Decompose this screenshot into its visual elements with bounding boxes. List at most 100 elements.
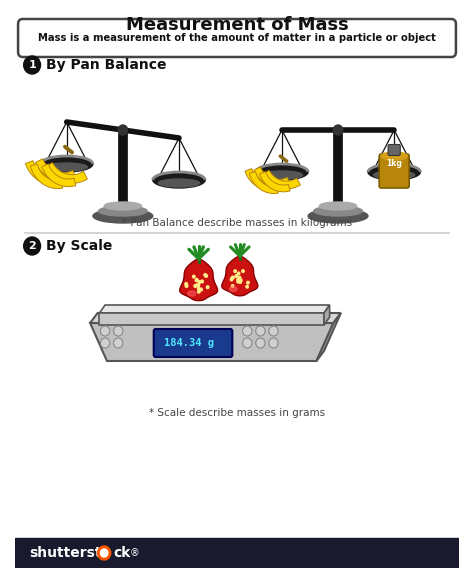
Circle shape xyxy=(197,287,200,290)
Circle shape xyxy=(231,285,234,287)
Ellipse shape xyxy=(255,164,308,180)
Circle shape xyxy=(269,326,278,336)
Circle shape xyxy=(113,338,123,348)
FancyBboxPatch shape xyxy=(388,144,400,156)
Circle shape xyxy=(113,326,123,336)
Circle shape xyxy=(238,276,241,279)
Ellipse shape xyxy=(104,202,142,210)
Polygon shape xyxy=(30,164,63,189)
Text: ck: ck xyxy=(113,546,131,560)
Ellipse shape xyxy=(261,171,302,179)
Circle shape xyxy=(100,338,110,348)
FancyBboxPatch shape xyxy=(154,329,232,357)
Circle shape xyxy=(185,285,188,287)
Text: Measurement of Mass: Measurement of Mass xyxy=(126,16,348,34)
Circle shape xyxy=(24,237,40,255)
Circle shape xyxy=(194,285,197,287)
Circle shape xyxy=(118,125,128,135)
Text: 1: 1 xyxy=(28,60,36,70)
Circle shape xyxy=(234,270,237,273)
Text: ®: ® xyxy=(129,548,139,558)
Circle shape xyxy=(237,272,240,275)
Circle shape xyxy=(242,270,244,273)
Circle shape xyxy=(195,279,198,282)
Polygon shape xyxy=(263,170,301,189)
Text: 184.34 g: 184.34 g xyxy=(164,338,214,348)
Ellipse shape xyxy=(46,163,87,171)
Circle shape xyxy=(255,326,265,336)
Ellipse shape xyxy=(99,206,147,216)
Polygon shape xyxy=(90,323,333,361)
Circle shape xyxy=(239,281,241,283)
Text: * Pan Balance describe masses in kilograms: * Pan Balance describe masses in kilogra… xyxy=(122,218,352,228)
Polygon shape xyxy=(317,313,341,361)
Circle shape xyxy=(201,280,203,283)
Polygon shape xyxy=(90,313,341,323)
Text: shutterst: shutterst xyxy=(29,546,102,560)
Circle shape xyxy=(247,281,249,284)
Circle shape xyxy=(100,549,108,557)
Text: 2: 2 xyxy=(28,241,36,251)
Polygon shape xyxy=(254,167,290,187)
Circle shape xyxy=(235,275,237,277)
Polygon shape xyxy=(260,172,290,192)
Polygon shape xyxy=(100,305,329,313)
Circle shape xyxy=(185,283,187,285)
Text: 1kg: 1kg xyxy=(386,158,402,168)
Ellipse shape xyxy=(93,209,153,223)
Circle shape xyxy=(100,326,110,336)
Ellipse shape xyxy=(153,172,205,188)
Circle shape xyxy=(24,56,40,74)
Ellipse shape xyxy=(368,164,420,180)
Ellipse shape xyxy=(158,179,200,187)
Ellipse shape xyxy=(229,286,237,291)
Circle shape xyxy=(195,278,198,281)
Ellipse shape xyxy=(188,291,196,296)
Circle shape xyxy=(198,281,201,283)
Polygon shape xyxy=(222,256,258,296)
Text: Mass is a measurement of the amount of matter in a particle or object: Mass is a measurement of the amount of m… xyxy=(38,33,436,43)
Circle shape xyxy=(196,284,199,287)
Ellipse shape xyxy=(374,171,415,179)
Polygon shape xyxy=(42,164,76,187)
Circle shape xyxy=(239,279,242,282)
Circle shape xyxy=(204,274,207,277)
Circle shape xyxy=(239,279,241,282)
FancyBboxPatch shape xyxy=(379,154,409,188)
Text: * Scale describe masses in grams: * Scale describe masses in grams xyxy=(149,408,325,418)
Circle shape xyxy=(246,286,248,288)
Text: By Pan Balance: By Pan Balance xyxy=(46,58,167,72)
Polygon shape xyxy=(46,162,87,183)
Ellipse shape xyxy=(319,202,357,210)
Circle shape xyxy=(205,274,208,277)
Polygon shape xyxy=(100,313,324,325)
Polygon shape xyxy=(249,172,278,194)
Circle shape xyxy=(230,278,233,281)
Polygon shape xyxy=(26,161,65,185)
Polygon shape xyxy=(180,259,218,300)
Polygon shape xyxy=(245,169,280,190)
Circle shape xyxy=(206,286,209,289)
Circle shape xyxy=(255,338,265,348)
Circle shape xyxy=(198,290,200,293)
Circle shape xyxy=(269,338,278,348)
Circle shape xyxy=(237,281,239,283)
Circle shape xyxy=(243,338,252,348)
Bar xyxy=(15,538,459,568)
Ellipse shape xyxy=(40,156,93,172)
Text: By Scale: By Scale xyxy=(46,239,112,253)
Ellipse shape xyxy=(308,209,368,223)
Circle shape xyxy=(192,275,195,278)
Circle shape xyxy=(197,284,200,287)
Polygon shape xyxy=(324,305,329,325)
Circle shape xyxy=(243,326,252,336)
Polygon shape xyxy=(36,159,76,181)
Ellipse shape xyxy=(314,206,362,216)
FancyBboxPatch shape xyxy=(18,19,456,57)
Circle shape xyxy=(231,277,234,279)
Circle shape xyxy=(333,125,343,135)
Circle shape xyxy=(200,288,202,291)
Circle shape xyxy=(98,546,111,560)
Ellipse shape xyxy=(381,152,407,160)
Circle shape xyxy=(232,276,234,279)
